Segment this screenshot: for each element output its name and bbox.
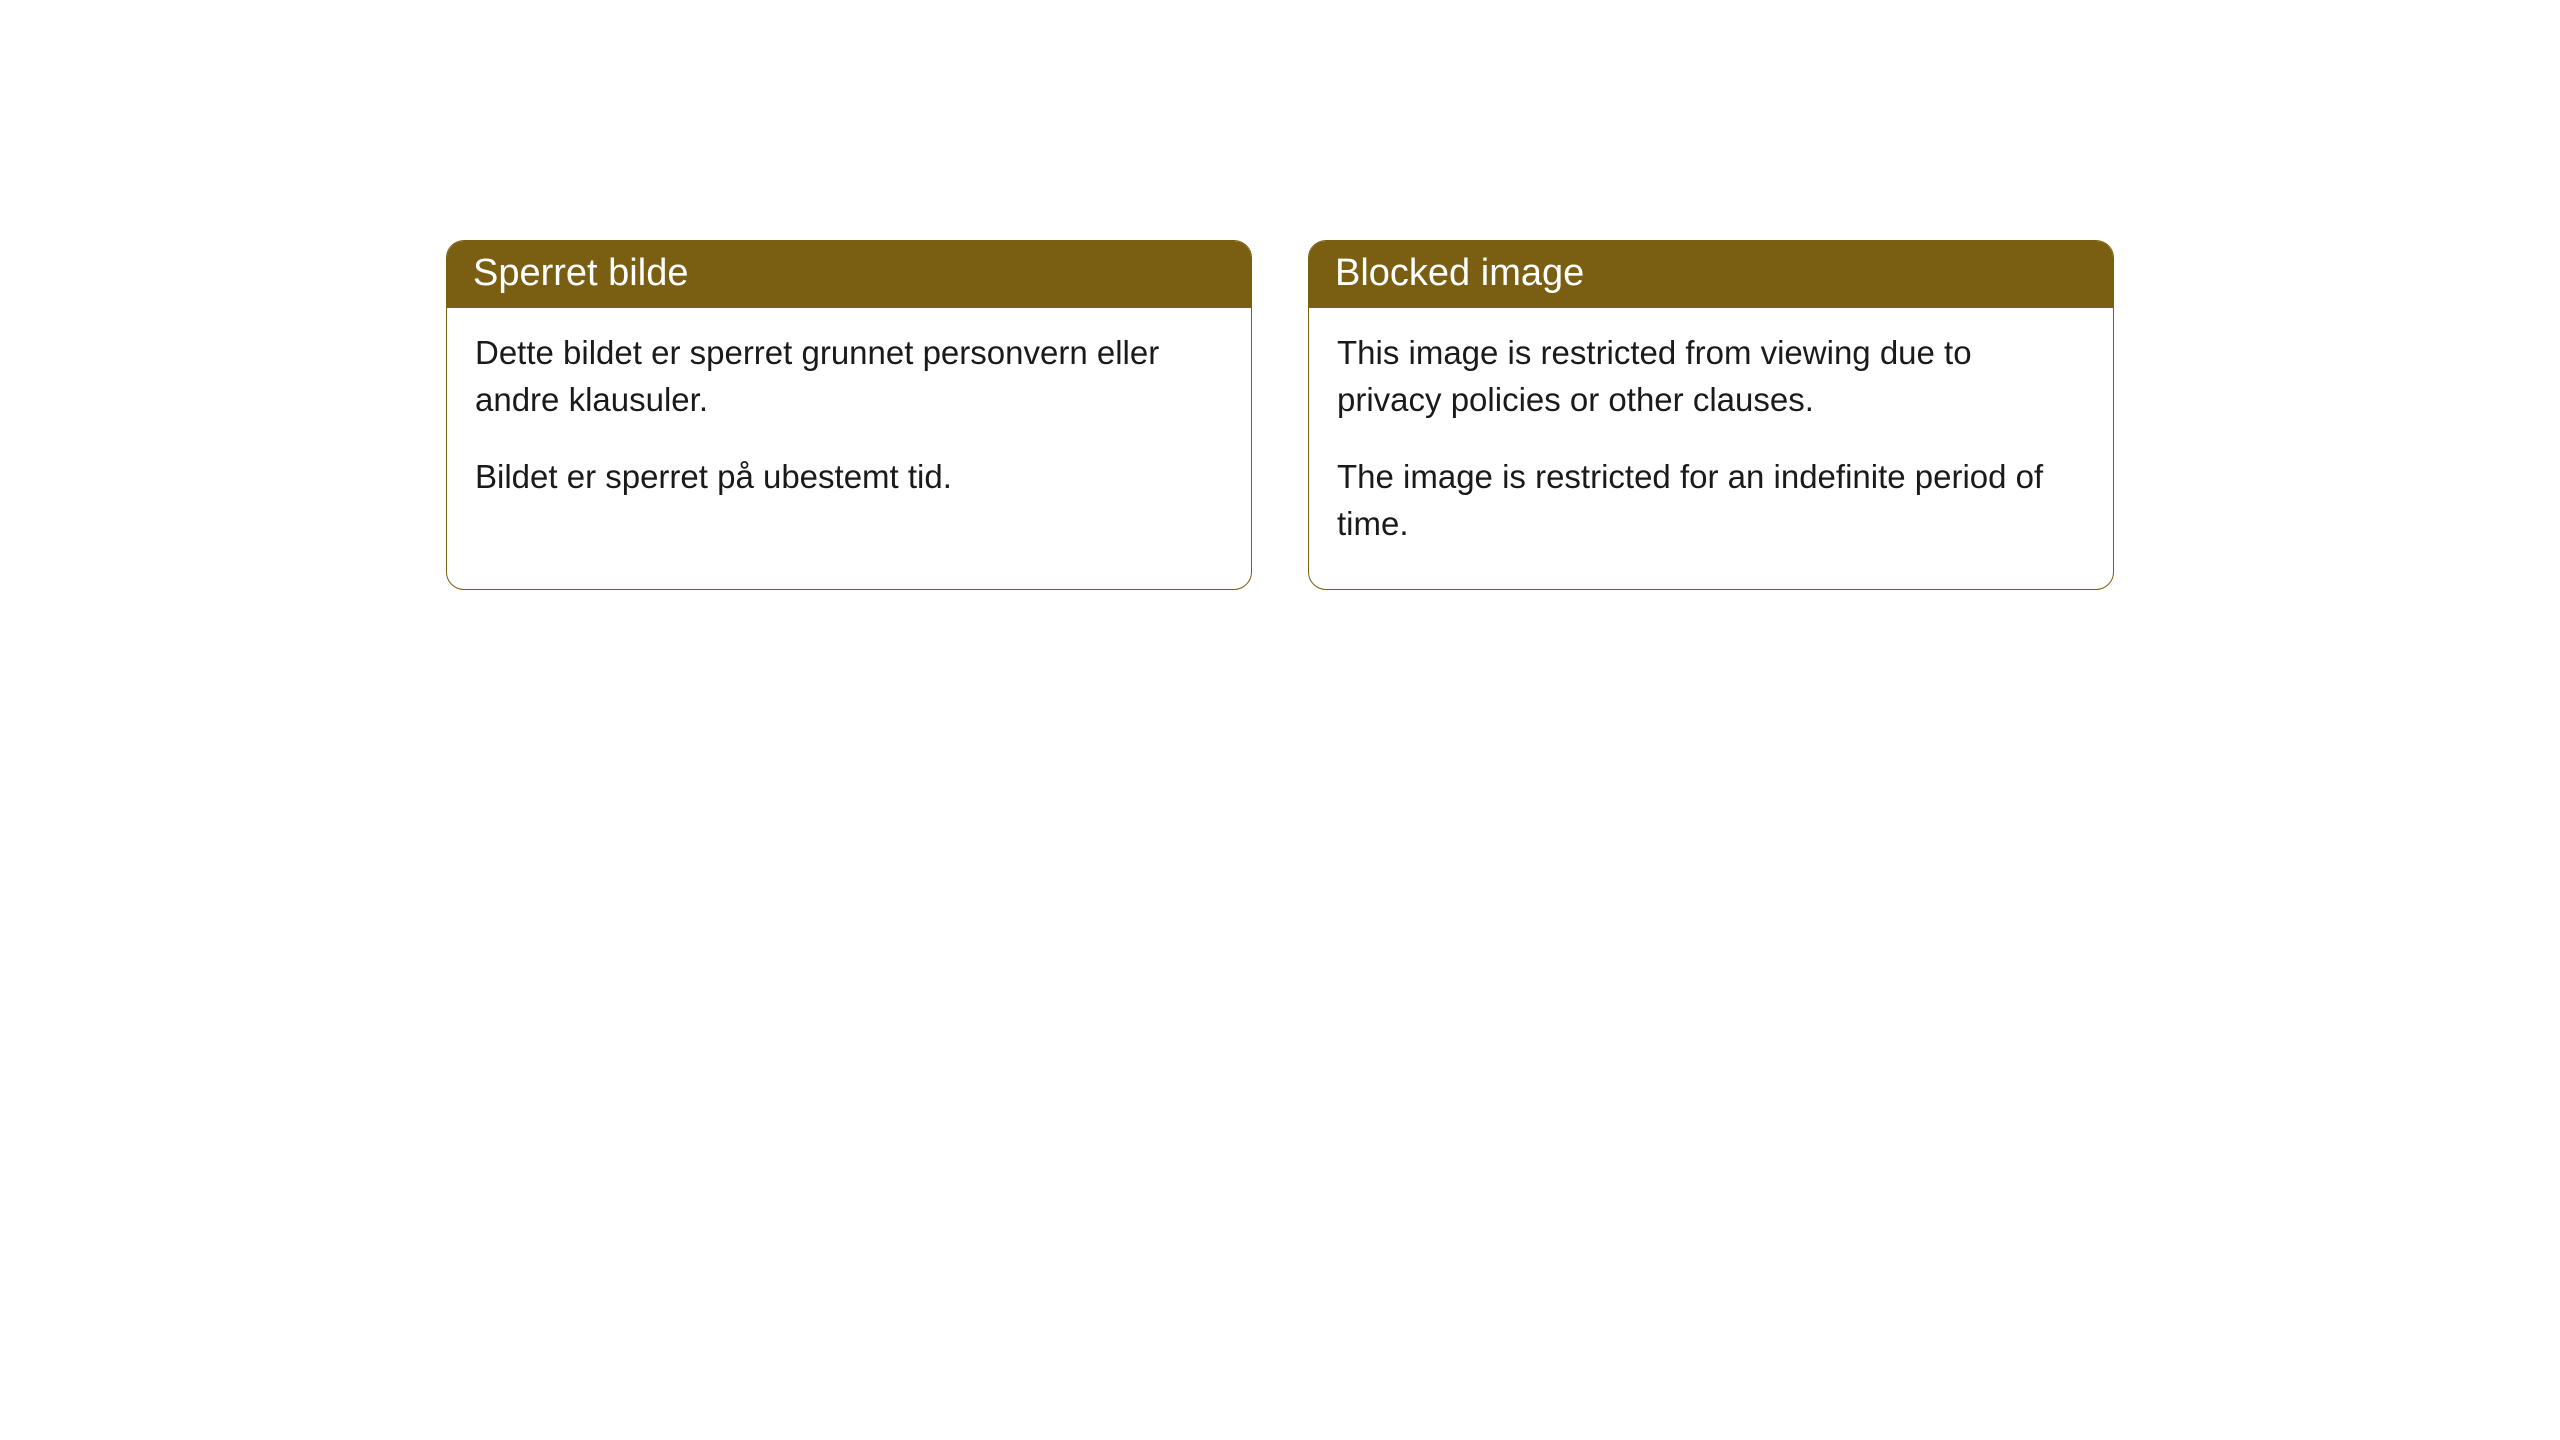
card-title-english: Blocked image	[1335, 252, 1584, 294]
card-header-norwegian: Sperret bilde	[447, 241, 1251, 308]
card-paragraph-1-english: This image is restricted from viewing du…	[1337, 330, 2085, 424]
card-body-norwegian: Dette bildet er sperret grunnet personve…	[447, 308, 1251, 543]
cards-container: Sperret bilde Dette bildet er sperret gr…	[0, 240, 2560, 590]
card-paragraph-2-english: The image is restricted for an indefinit…	[1337, 454, 2085, 548]
card-paragraph-1-norwegian: Dette bildet er sperret grunnet personve…	[475, 330, 1223, 424]
card-title-norwegian: Sperret bilde	[473, 252, 688, 294]
card-paragraph-2-norwegian: Bildet er sperret på ubestemt tid.	[475, 454, 1223, 501]
card-body-english: This image is restricted from viewing du…	[1309, 308, 2113, 589]
card-norwegian: Sperret bilde Dette bildet er sperret gr…	[446, 240, 1252, 590]
card-header-english: Blocked image	[1309, 241, 2113, 308]
card-english: Blocked image This image is restricted f…	[1308, 240, 2114, 590]
